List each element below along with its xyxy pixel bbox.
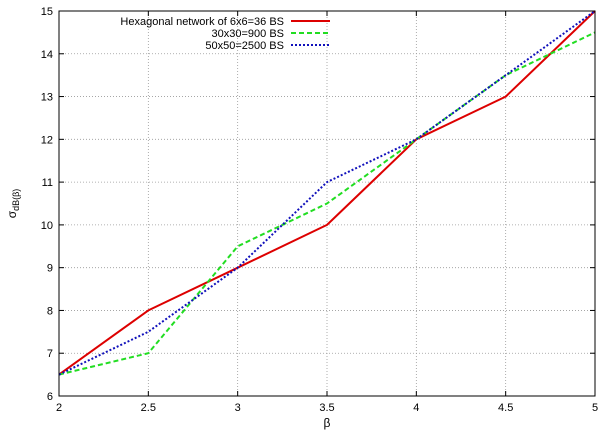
- y-tick-label: 11: [42, 177, 53, 189]
- legend-label-1: Hexagonal network of 6x6=36 BS: [120, 16, 284, 28]
- y-axis-title-main: σ: [5, 210, 19, 218]
- y-tick-label: 7: [47, 348, 53, 360]
- y-tick-label: 13: [41, 92, 53, 104]
- y-tick-label: 10: [41, 220, 53, 232]
- y-tick-label: 15: [41, 6, 53, 18]
- y-tick-label: 8: [47, 305, 53, 317]
- y-tick-label: 12: [41, 134, 53, 146]
- x-tick-label: 4: [413, 402, 419, 414]
- y-tick-label: 6: [47, 391, 53, 403]
- y-axis-title-subscript: dB(β): [11, 189, 21, 211]
- plot-frame: [58, 10, 596, 397]
- legend-label-3: 50x50=2500 BS: [205, 40, 284, 52]
- series-line-1: [58, 10, 596, 376]
- x-axis-title: β: [324, 416, 331, 430]
- y-tick-label: 9: [47, 263, 53, 275]
- y-axis-title: σdB(β): [5, 189, 21, 219]
- axis-ticks: 2 2.5 3 3.5 4 4.5 5 6 7 8 9 10 11 12 13 14 15: [41, 6, 598, 414]
- y-tick-label: 14: [41, 49, 53, 61]
- series-line-3: [58, 10, 596, 376]
- x-tick-label: 3.5: [319, 402, 334, 414]
- series-line-2: [58, 31, 596, 376]
- legend-label-2: 30x30=900 BS: [212, 28, 284, 40]
- x-tick-label: 4.5: [498, 402, 513, 414]
- x-tick-label: 3: [235, 402, 241, 414]
- x-tick-label: 5: [592, 402, 598, 414]
- x-tick-label: 2: [56, 402, 62, 414]
- series-lines: [58, 10, 596, 376]
- legend: Hexagonal network of 6x6=36 BS30x30=900 …: [120, 16, 330, 52]
- x-tick-label: 2.5: [141, 402, 156, 414]
